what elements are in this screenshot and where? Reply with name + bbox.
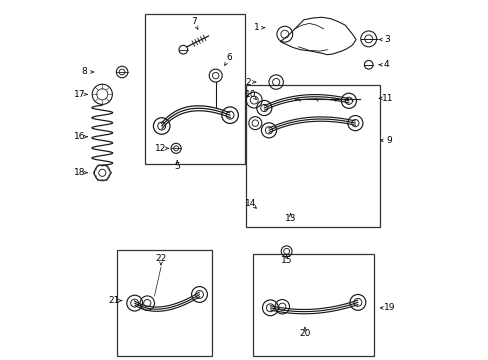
Text: 8: 8 xyxy=(81,68,87,77)
Bar xyxy=(117,250,212,356)
Text: 18: 18 xyxy=(74,168,85,177)
Text: 1: 1 xyxy=(254,23,260,32)
Text: 6: 6 xyxy=(226,53,232,62)
Bar xyxy=(253,254,373,356)
Text: 4: 4 xyxy=(383,60,389,69)
Text: 10: 10 xyxy=(244,90,256,99)
Text: 14: 14 xyxy=(244,199,256,208)
Text: 5: 5 xyxy=(174,162,180,171)
Text: 2: 2 xyxy=(245,77,250,86)
Text: 17: 17 xyxy=(74,90,85,99)
Text: 12: 12 xyxy=(155,144,166,153)
Text: 21: 21 xyxy=(108,296,120,305)
Text: 13: 13 xyxy=(284,214,296,223)
Text: 16: 16 xyxy=(74,132,85,141)
Text: 22: 22 xyxy=(155,254,166,263)
Text: 9: 9 xyxy=(386,136,392,145)
Text: 3: 3 xyxy=(383,35,389,44)
Text: 11: 11 xyxy=(381,94,393,103)
Text: 20: 20 xyxy=(299,328,310,338)
Bar xyxy=(145,14,244,164)
Text: 19: 19 xyxy=(383,303,394,312)
Bar xyxy=(246,85,379,227)
Text: 15: 15 xyxy=(280,256,292,265)
Text: 7: 7 xyxy=(191,17,197,26)
